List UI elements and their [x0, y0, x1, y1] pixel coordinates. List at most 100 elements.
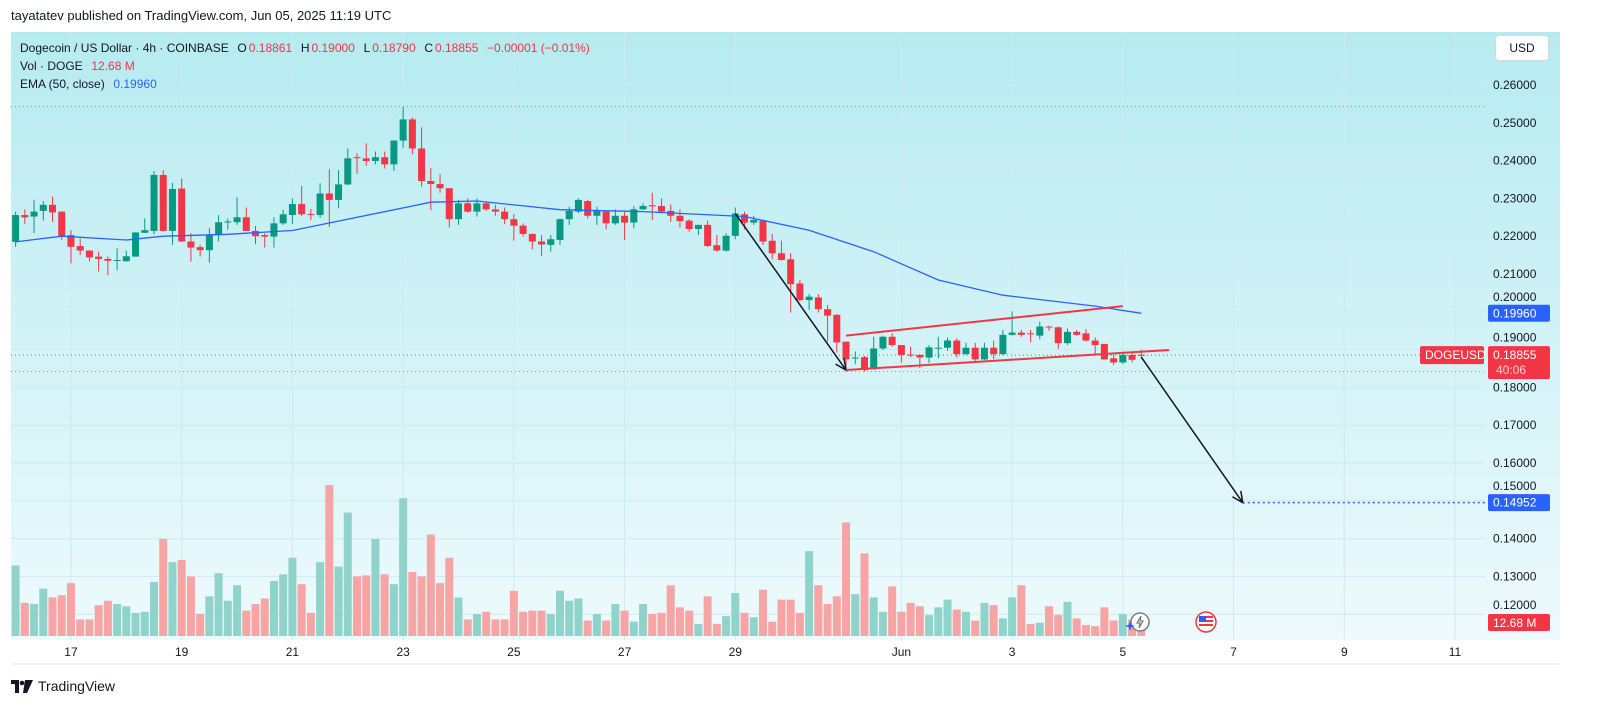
volume-bar	[712, 623, 721, 636]
candle-body	[49, 204, 57, 213]
candle-body	[132, 232, 140, 257]
price-tick-label: 0.23000	[1493, 191, 1537, 205]
volume-bar	[168, 562, 177, 636]
legend-symbol-row[interactable]: Dogecoin / US Dollar · 4h · COINBASE O 0.…	[20, 39, 592, 57]
price-tick-label: 0.19000	[1493, 331, 1537, 345]
candle-body	[261, 235, 269, 237]
candle-body	[113, 260, 121, 262]
candle-body	[58, 211, 66, 237]
price-axis-labels: 0.19960 0.14952 DOGEUSD 0.18855 40:06 12…	[1420, 304, 1550, 631]
candle-body	[777, 253, 785, 261]
candle-body	[657, 205, 665, 212]
candle-body	[814, 297, 822, 310]
candle-body	[1110, 358, 1118, 363]
legend-volume-row[interactable]: Vol · DOGE 12.68 M	[20, 57, 592, 75]
volume-bar	[103, 600, 112, 636]
volume-bar	[509, 590, 518, 636]
time-tick-label: 5	[1119, 645, 1126, 659]
volume-bar	[362, 575, 371, 636]
drawings[interactable]	[734, 213, 1485, 505]
candle-body	[888, 336, 896, 346]
time-tick-label: 25	[507, 645, 521, 659]
volume-bar	[583, 620, 592, 636]
price-tick-label: 0.14000	[1493, 532, 1537, 546]
time-axis-labels: 17 19 21 23 25 27 29 Jun 3 5 7 9 11	[64, 645, 1461, 659]
volume-bar	[417, 576, 426, 636]
candle-body	[925, 347, 933, 358]
volume-bar	[352, 576, 361, 636]
candle-body	[1091, 340, 1099, 346]
volume-bar	[122, 606, 131, 636]
currency-button[interactable]: USD	[1495, 35, 1549, 61]
candle-body	[187, 241, 195, 248]
volume-bar	[878, 611, 887, 636]
time-tick-label: 21	[286, 645, 300, 659]
candle-body	[611, 215, 619, 224]
volume-bar	[1017, 585, 1026, 636]
volume-bar	[482, 611, 491, 636]
volume-bars	[11, 485, 1146, 636]
ema-line[interactable]	[15, 200, 1142, 314]
us-flag-icon[interactable]	[1195, 611, 1217, 633]
candle-body	[1119, 354, 1127, 363]
candle-body	[279, 214, 287, 224]
volume-bar	[20, 602, 29, 636]
candle-body	[21, 215, 29, 218]
candle-body	[390, 140, 398, 165]
candle-body	[168, 188, 176, 231]
volume-bar	[196, 613, 205, 636]
ema-legend-label: EMA (50, close)	[20, 77, 105, 91]
symbol-tag-text: DOGEUSD	[1425, 348, 1486, 362]
close-value: 0.18855	[434, 41, 479, 55]
candle-body	[602, 211, 610, 224]
legend-symbol: Dogecoin / US Dollar · 4h · COINBASE	[20, 41, 229, 55]
volume-bar	[205, 596, 214, 636]
volume-bar	[786, 599, 795, 636]
time-axis[interactable]	[11, 640, 1560, 664]
volume-bar	[1072, 618, 1081, 636]
volume-bar	[426, 534, 435, 636]
volume-bar	[1035, 622, 1044, 636]
candle-body	[953, 340, 961, 355]
candle-body	[473, 203, 481, 212]
ema-price-label-text: 0.19960	[1493, 306, 1537, 320]
candle-body	[704, 224, 712, 247]
volume-bar	[980, 602, 989, 636]
volume-bar	[85, 619, 94, 636]
volume-bar	[389, 584, 398, 636]
legend-ema-row[interactable]: EMA (50, close) 0.19960	[20, 75, 592, 93]
last-price-label	[1488, 346, 1550, 380]
volume-bar	[592, 613, 601, 636]
volume-bar	[251, 604, 260, 636]
price-axis[interactable]: 0.26000 0.25000 0.24000 0.23000 0.22000 0.210…	[1493, 78, 1537, 612]
open-label: O	[237, 41, 247, 55]
volume-bar	[1026, 623, 1035, 636]
tradingview-logo-icon	[11, 679, 33, 693]
candle-body	[95, 256, 103, 259]
price-tick-label: 0.12000	[1493, 598, 1537, 612]
volume-bar	[500, 619, 509, 636]
candle-body	[501, 211, 509, 220]
candle-body	[934, 347, 942, 349]
candle-body	[741, 214, 749, 223]
candle-body	[962, 347, 970, 355]
volume-bar	[657, 612, 666, 636]
volume-bar	[961, 611, 970, 636]
lightning-icon[interactable]	[1130, 612, 1150, 632]
candle-body	[759, 220, 767, 242]
volume-bar	[768, 621, 777, 636]
volume-bar	[150, 581, 159, 636]
candle-body	[30, 211, 38, 217]
volume-bar	[48, 597, 57, 636]
time-tick-label: 23	[396, 645, 410, 659]
tradingview-logo[interactable]: TradingView	[11, 678, 115, 694]
candle-body	[824, 309, 832, 316]
volume-label	[1488, 614, 1550, 631]
price-lines	[11, 106, 1485, 373]
volume-bar	[805, 551, 814, 636]
candle-body	[150, 174, 158, 231]
volume-bar	[648, 613, 657, 636]
candle-body	[851, 357, 859, 359]
ema-legend-value: 0.19960	[113, 77, 157, 91]
